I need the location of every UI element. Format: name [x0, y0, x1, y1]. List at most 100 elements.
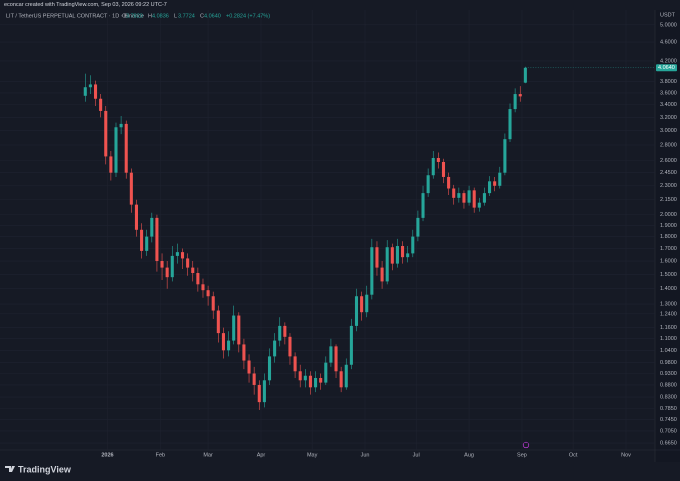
candle-body — [257, 384, 261, 403]
candle-body — [83, 87, 87, 96]
candle-body — [508, 109, 512, 140]
candle-body — [247, 360, 251, 374]
credit-line: econcar created with TradingView.com, Se… — [4, 2, 167, 8]
candle-body — [488, 181, 492, 194]
candle-body — [170, 255, 174, 278]
y-tick-label: 2.4500 — [660, 170, 677, 176]
y-tick-label: 5.0000 — [660, 22, 677, 28]
candle-body — [344, 364, 348, 388]
candle-body — [216, 310, 220, 334]
candle-body — [242, 344, 246, 361]
candle-body — [334, 346, 338, 372]
candle-body — [227, 340, 231, 351]
candle-body — [375, 247, 379, 268]
y-tick-label: 0.7450 — [660, 417, 677, 423]
y-tick-label: 1.9000 — [660, 223, 677, 229]
candle-body — [206, 290, 210, 297]
y-tick-label: 2.1500 — [660, 197, 677, 203]
candle-body — [329, 346, 333, 363]
y-tick-label: 4.2000 — [660, 58, 677, 64]
candle-body — [119, 123, 123, 128]
candle-body — [237, 315, 241, 345]
y-tick-label: 0.7850 — [660, 406, 677, 412]
y-tick-label: 3.6000 — [660, 90, 677, 96]
y-tick-label: 0.8300 — [660, 395, 677, 401]
x-tick-label: Feb — [156, 452, 165, 458]
candle-body — [109, 156, 113, 173]
candle-body — [339, 371, 343, 388]
candle-body — [155, 217, 159, 262]
candle-body — [99, 98, 103, 111]
candle-body — [232, 315, 236, 341]
ohlc-key: L — [174, 13, 177, 19]
grid — [0, 10, 655, 450]
x-tick-label: Jul — [413, 452, 420, 458]
last-price-label: 4.0640 — [658, 65, 675, 71]
y-tick-label: 4.6000 — [660, 40, 677, 46]
candle-body — [180, 252, 185, 259]
candle-body — [175, 252, 179, 256]
x-tick-label: Oct — [569, 452, 578, 458]
candle-body — [493, 181, 497, 186]
candle-body — [88, 84, 92, 88]
currency: USDT — [660, 12, 676, 18]
y-tick-label: 0.9800 — [660, 360, 677, 366]
y-tick-label: 1.3000 — [660, 302, 677, 308]
candle-body — [278, 325, 282, 341]
candle-body — [221, 333, 225, 351]
candle-body — [196, 273, 200, 285]
ohlc-value: 3.7724 — [178, 13, 195, 19]
y-tick-label: 1.4000 — [660, 286, 677, 292]
y-tick-label: 0.6650 — [660, 440, 677, 446]
candle-body — [436, 157, 440, 162]
x-tick-label: Aug — [464, 452, 474, 458]
y-tick-label: 0.7050 — [660, 428, 677, 434]
candle-body — [395, 246, 399, 264]
candle-body — [145, 236, 149, 251]
candle-body — [462, 193, 466, 203]
candle-body — [431, 157, 435, 176]
change: +0.2824 (+7.47%) — [226, 13, 270, 19]
candle-body — [252, 373, 256, 385]
y-tick-label: 1.5000 — [660, 272, 677, 278]
candle-body — [140, 229, 144, 251]
y-tick-label: 2.0000 — [660, 212, 677, 218]
candle-body — [262, 380, 266, 403]
last-price-badge — [656, 64, 677, 72]
y-tick-label: 1.7000 — [660, 246, 677, 252]
candle-body — [503, 139, 507, 173]
candle-body — [134, 204, 138, 230]
candle-body — [129, 172, 133, 205]
candle-body — [186, 258, 190, 268]
x-tick-label: Nov — [621, 452, 631, 458]
candle-body — [314, 378, 318, 388]
candle-body — [201, 284, 205, 291]
y-tick-label: 2.6000 — [660, 158, 677, 164]
ohlc-value: 4.0836 — [152, 13, 169, 19]
y-tick-label: 1.1600 — [660, 325, 677, 331]
y-tick-label: 0.8800 — [660, 382, 677, 388]
candle-body — [457, 193, 461, 198]
y-tick-label: 3.8000 — [660, 79, 677, 85]
candle-body — [426, 175, 430, 194]
event-marker — [522, 441, 530, 449]
candle-body — [482, 193, 486, 203]
candle-body — [267, 356, 272, 381]
candle-body — [411, 236, 415, 254]
candle-body — [390, 247, 394, 264]
candle-body — [191, 267, 195, 274]
candles — [83, 66, 527, 410]
candle-body — [421, 193, 425, 218]
candle-body — [93, 84, 98, 99]
candle-body — [498, 172, 502, 186]
symbol: LIT / TetherUS PERPETUAL CONTRACT · 1D ·… — [6, 13, 144, 19]
candle-body — [472, 190, 476, 208]
y-tick-label: 1.0400 — [660, 348, 677, 354]
y-tick-label: 2.8000 — [660, 142, 677, 148]
x-tick-label: Mar — [203, 452, 213, 458]
candle-body — [441, 161, 446, 177]
ohlc-key: H — [148, 13, 152, 19]
candle-body — [283, 325, 287, 337]
